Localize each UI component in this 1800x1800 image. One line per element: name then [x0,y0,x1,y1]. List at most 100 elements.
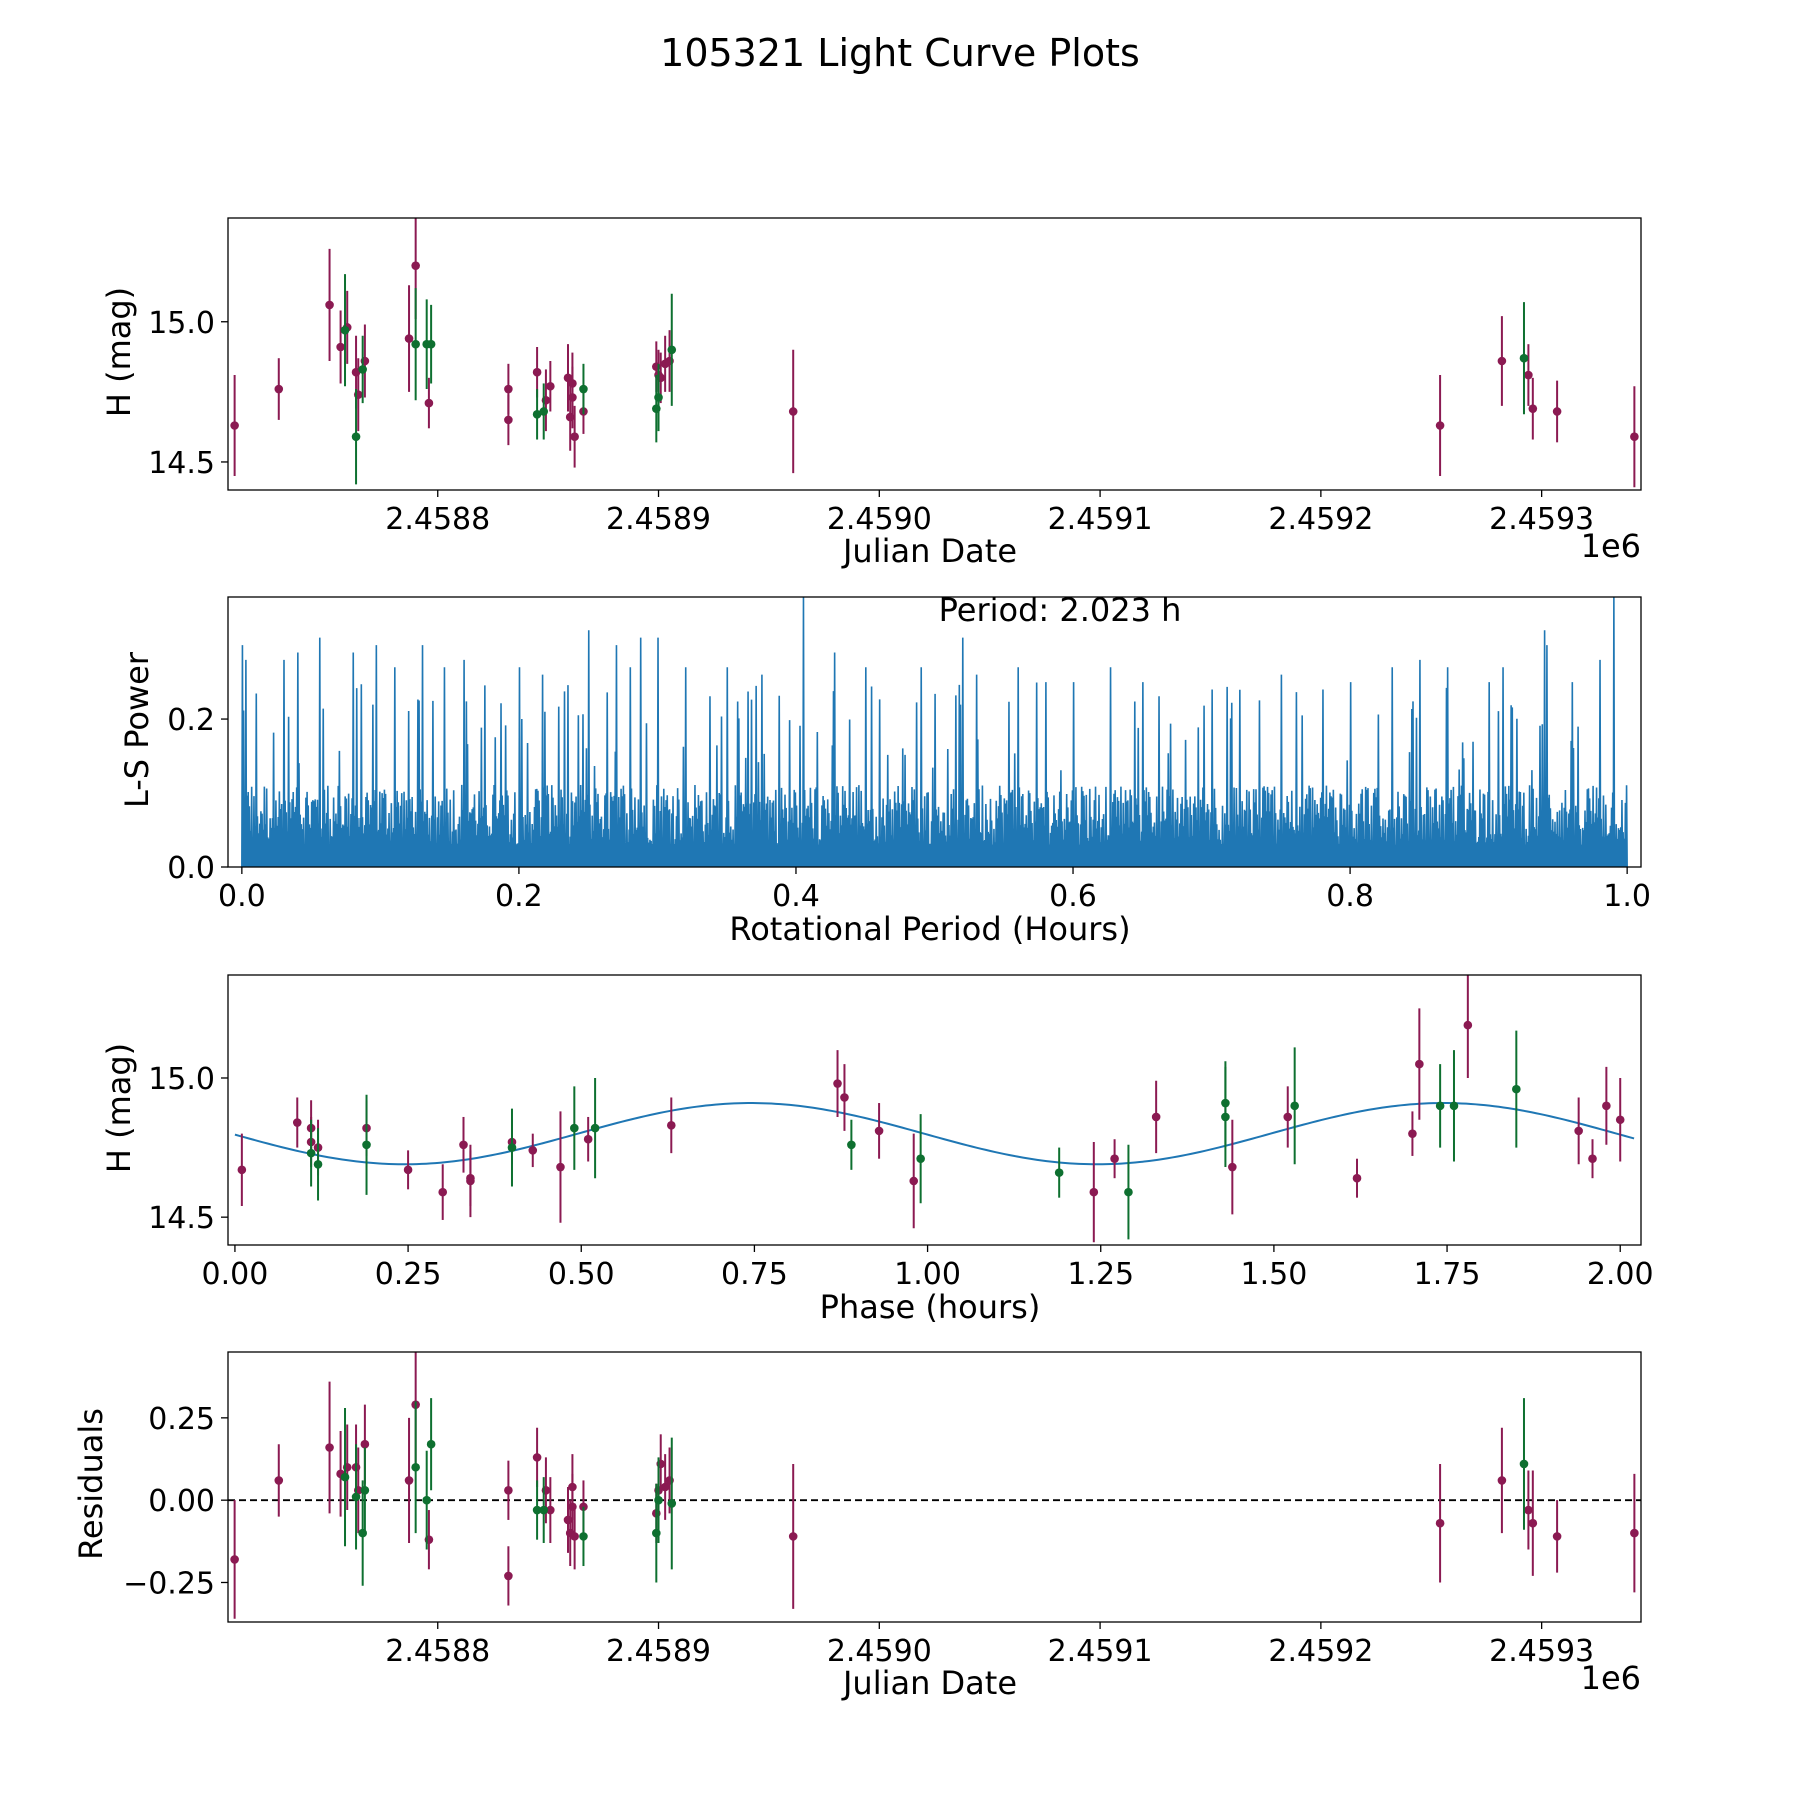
lc-point-r-band [504,384,513,394]
phase-point-g-band [1290,1101,1299,1111]
lc-point-g-band [411,339,420,349]
phase-point-r-band [459,1140,468,1150]
periodogram-ylabel: L-S Power [118,651,156,808]
lc-point-r-band [404,334,414,343]
resid-point-r-band [788,1532,798,1541]
lc-ytick-label: 14.5 [148,446,215,481]
phase-point-r-band [1602,1101,1611,1111]
lc-point-r-band [325,300,334,310]
resid-point-r-band [404,1476,414,1485]
phase-point-r-band [528,1146,538,1155]
resid-point-g-band [667,1499,677,1508]
phase-point-r-band [466,1176,475,1186]
resid-point-r-band [1630,1528,1639,1538]
phase-ylabel: H (mag) [100,1043,138,1173]
resid-point-r-band [325,1443,334,1452]
phase-point-g-band [847,1140,856,1150]
resid-xtick-label: 2.4591 [1048,1634,1153,1669]
lc-point-g-band [358,365,367,374]
periodogram-xlabel: Rotational Period (Hours) [729,910,1130,948]
phase-point-r-band [909,1176,919,1186]
resid-axes-frame [227,1351,1642,1623]
resid-point-r-band [1435,1518,1445,1528]
lc-point-g-band [340,325,350,335]
ls-xtick-label: 0.4 [772,879,820,914]
resid-point-r-band [1524,1505,1533,1515]
resid-ytick-label: −0.25 [123,1566,215,1601]
lc-ytick-label: 15.0 [148,306,215,341]
phase-xtick-label: 1.50 [1240,1257,1307,1292]
residuals-panel: 2.4588 2.4589 2.4590 2.4591 2.4592 2.4593 −0.2… [72,1351,1642,1702]
resid-point-g-band [532,1505,542,1515]
phase-point-g-band [306,1148,316,1158]
phase-point-r-band [583,1134,593,1144]
phase-point-g-band [570,1123,579,1133]
lc-point-g-band [579,384,588,394]
phase-point-g-band [1435,1101,1445,1111]
phase-point-g-band [590,1123,600,1133]
phase-point-r-band [237,1165,247,1175]
phase-axes-frame [227,974,1642,1246]
phase-point-r-band [1588,1154,1597,1164]
phase-point-r-band [874,1126,884,1136]
lc-point-r-band [570,432,579,442]
phase-point-r-band [1415,1059,1424,1069]
ls-power-line [241,596,1628,868]
phase-point-r-band [1151,1112,1161,1122]
lc-point-g-band [539,407,549,416]
resid-point-r-band [570,1532,579,1541]
lc-point-g-band [654,393,663,402]
lc-point-r-band [546,381,555,391]
resid-point-r-band [1552,1532,1562,1541]
lc-point-r-band [424,398,434,408]
lc-axes-frame [227,217,1642,491]
phase-point-r-band [1574,1126,1583,1136]
resid-xtick-label: 2.4593 [1489,1634,1594,1669]
lc-point-g-band [667,345,677,355]
light-curve-panel: 2.4588 2.4589 2.4590 2.4591 2.4592 2.4593 14.5… [100,217,1642,570]
resid-point-g-band [654,1495,663,1505]
light-curve-ylabel: H (mag) [100,287,138,417]
resid-point-g-band [360,1485,370,1495]
phase-fit-curve [234,1102,1635,1166]
resid-point-r-band [546,1505,555,1515]
resid-point-g-band [1519,1459,1529,1469]
lc-point-r-band [1528,404,1538,413]
lc-point-r-band [1630,432,1639,442]
lc-xtick-label: 2.4592 [1268,502,1373,537]
lc-point-r-band [1497,356,1507,366]
phase-folded-panel: 0.00 0.25 0.50 0.75 1.00 1.25 1.50 1.75 2.00 14.5… [100,974,1654,1326]
phase-point-r-band [1283,1112,1293,1122]
lc-point-r-band [504,415,513,425]
phase-point-g-band [1124,1187,1133,1197]
ls-ytick-label: 0.2 [167,703,215,738]
lc-point-g-band [351,432,361,442]
phase-point-g-band [1221,1112,1230,1122]
phase-xtick-label: 2.00 [1587,1257,1654,1292]
phase-point-r-band [833,1079,842,1088]
phase-point-r-band [1615,1115,1625,1125]
ls-axes-frame [227,596,1642,868]
resid-xtick-label: 2.4592 [1268,1634,1373,1669]
lc-xtick-label: 2.4590 [827,502,932,537]
period-annotation: Period: 2.023 h [939,591,1182,629]
phase-point-g-band [1512,1084,1521,1094]
lc-point-r-band [1524,370,1533,380]
phase-point-r-band [438,1187,448,1197]
phase-point-r-band [556,1162,565,1172]
phase-point-r-band [1463,1020,1473,1030]
resid-ytick-label: 0.00 [148,1484,215,1519]
phase-point-r-band [1228,1162,1237,1172]
phase-point-r-band [1408,1129,1417,1138]
resid-point-g-band [340,1472,350,1482]
phase-xtick-label: 0.50 [548,1257,615,1292]
resid-point-r-band [1497,1476,1507,1485]
residuals-x-offset: 1e6 [1581,1659,1641,1697]
lc-xtick-label: 2.4588 [385,502,490,537]
lc-point-r-band [274,384,284,394]
resid-ytick-label: 0.25 [148,1402,215,1437]
lc-point-r-band [1435,421,1445,430]
resid-point-r-band [230,1555,239,1564]
resid-point-r-band [532,1453,542,1462]
residuals-xlabel: Julian Date [841,1664,1017,1702]
